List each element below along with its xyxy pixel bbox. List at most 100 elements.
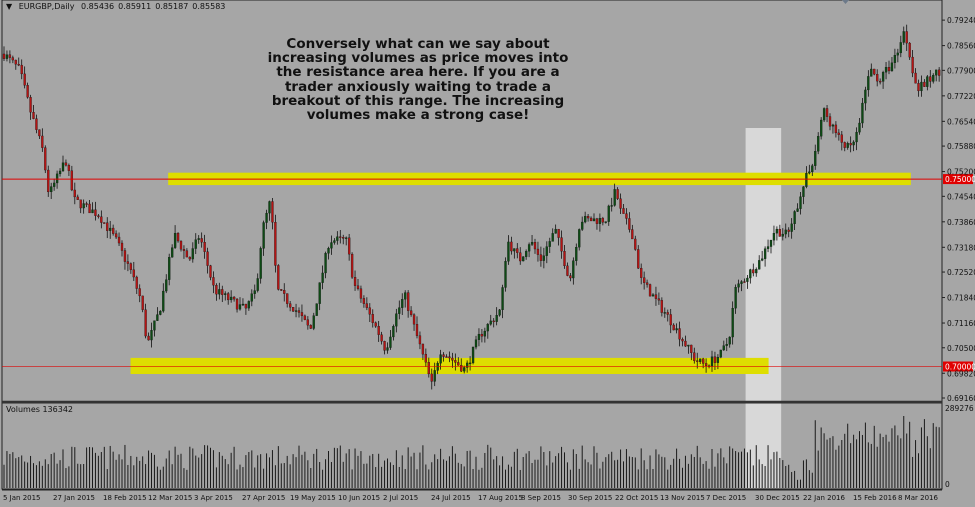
candle-body xyxy=(383,341,386,351)
candle-body xyxy=(333,240,336,243)
candle-body xyxy=(67,165,71,171)
x-tick-label: 30 Sep 2015 xyxy=(568,494,612,502)
candle-body xyxy=(693,352,696,361)
candle-body xyxy=(392,326,395,338)
candle-body xyxy=(746,277,749,282)
candle-body xyxy=(168,257,171,280)
candle-body xyxy=(654,294,658,299)
candle-body xyxy=(787,229,790,232)
open-value: 0.85436 xyxy=(81,2,115,11)
candle-body xyxy=(365,303,369,308)
candle-body xyxy=(126,261,130,264)
candle-body xyxy=(884,67,888,73)
x-tick-label: 27 Apr 2015 xyxy=(242,494,285,502)
candle-body xyxy=(88,203,91,214)
candle-body xyxy=(699,358,702,362)
candle-body xyxy=(684,340,687,347)
candle-body xyxy=(657,298,661,301)
candle-body xyxy=(47,169,50,193)
candle-body xyxy=(439,354,442,364)
candle-body xyxy=(368,307,371,315)
candle-body xyxy=(604,221,607,223)
candle-body xyxy=(132,269,135,278)
candle-body xyxy=(678,328,681,340)
candle-body xyxy=(64,162,68,166)
candle-body xyxy=(581,221,584,230)
candle-body xyxy=(79,199,82,209)
candle-body xyxy=(271,201,274,223)
candle-body xyxy=(849,143,852,146)
candle-body xyxy=(50,186,53,193)
candle-body xyxy=(300,312,304,317)
candle-body xyxy=(395,313,398,327)
candle-body xyxy=(114,233,118,238)
candle-body xyxy=(374,322,377,327)
y-tick-label: 0.74540 xyxy=(947,192,975,201)
candle-body xyxy=(463,367,466,372)
candle-body xyxy=(828,116,832,127)
y-tick-label: 0.70500 xyxy=(947,344,975,353)
candle-body xyxy=(35,118,38,130)
candle-body xyxy=(536,248,540,255)
candle-body xyxy=(212,277,215,286)
x-tick-label: 8 Sep 2015 xyxy=(521,494,561,502)
breakout-highlight xyxy=(745,128,782,488)
candle-body xyxy=(498,309,501,316)
candle-body xyxy=(477,333,481,340)
candle-body xyxy=(740,281,743,284)
volume-min-label: 0 xyxy=(945,480,950,489)
candle-body xyxy=(805,172,808,187)
candle-body xyxy=(808,171,811,174)
candle-body xyxy=(834,124,838,134)
x-tick-label: 18 Feb 2015 xyxy=(103,494,147,502)
candle-body xyxy=(719,349,722,358)
candle-body xyxy=(32,112,35,119)
candle-body xyxy=(356,285,360,289)
candle-body xyxy=(610,205,613,207)
candle-body xyxy=(527,244,531,252)
y-tick-label: 0.76540 xyxy=(947,117,975,126)
candle-body xyxy=(424,353,428,363)
candle-body xyxy=(879,80,882,83)
candle-body xyxy=(191,248,194,260)
candle-body xyxy=(861,102,864,124)
price-level-label: 0.75000 xyxy=(945,175,975,184)
candle-body xyxy=(938,69,941,76)
candle-body xyxy=(725,344,728,346)
candle-body xyxy=(820,119,823,137)
candle-body xyxy=(666,312,669,315)
x-tick-label: 17 Aug 2015 xyxy=(478,494,523,502)
x-tick-label: 22 Oct 2015 xyxy=(615,494,658,502)
dropdown-triangle-icon[interactable]: ▼ xyxy=(6,2,13,11)
candle-body xyxy=(551,233,554,242)
candle-body xyxy=(881,72,885,82)
candle-body xyxy=(554,228,557,234)
x-tick-label: 3 Apr 2015 xyxy=(194,494,233,502)
candle-body xyxy=(660,300,663,313)
candle-body xyxy=(637,249,640,269)
candle-body xyxy=(156,314,159,321)
candle-body xyxy=(159,310,162,315)
y-tick-label: 0.75200 xyxy=(947,168,975,177)
candle-body xyxy=(530,242,534,245)
candle-body xyxy=(545,246,548,256)
candle-body xyxy=(465,362,469,368)
candle-body xyxy=(306,319,310,326)
candle-body xyxy=(672,324,675,331)
candle-body xyxy=(235,298,239,310)
candle-body xyxy=(613,189,616,206)
candle-body xyxy=(232,296,236,300)
candle-body xyxy=(525,251,528,257)
candle-body xyxy=(215,285,218,295)
candle-body xyxy=(377,326,380,335)
candle-body xyxy=(454,360,457,363)
candle-body xyxy=(224,293,227,295)
candle-body xyxy=(55,173,59,184)
candle-body xyxy=(929,76,932,82)
candle-body xyxy=(330,242,333,249)
candle-body xyxy=(822,108,826,121)
candle-body xyxy=(203,242,206,252)
candle-body xyxy=(342,237,345,239)
candle-body xyxy=(53,182,56,187)
